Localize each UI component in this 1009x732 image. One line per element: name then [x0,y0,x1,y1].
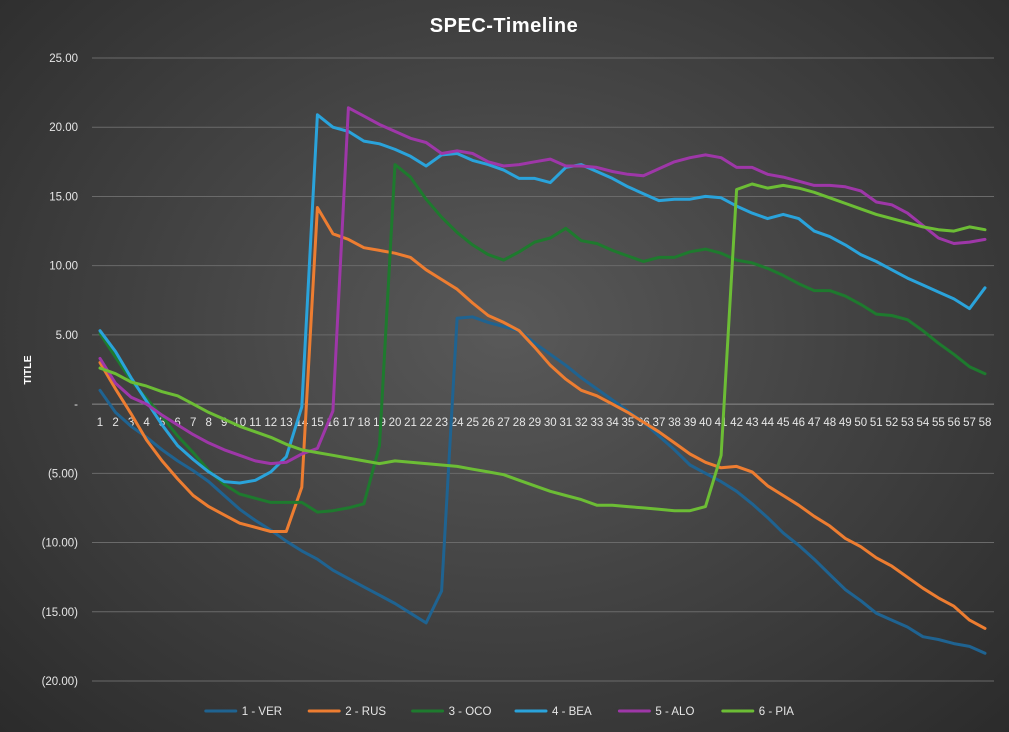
y-tick-label: 20.00 [49,122,78,134]
legend-label: 1 - VER [242,706,282,718]
x-tick-label: 56 [948,417,961,429]
series-line-6-pia [98,182,987,513]
x-tick-label: 37 [653,417,666,429]
x-tick-label: 32 [575,417,588,429]
x-tick-label: 48 [823,417,836,429]
x-tick-label: 39 [684,417,697,429]
x-tick-label: 2 [112,417,118,429]
x-tick-label: 1 [97,417,103,429]
x-tick-label: 12 [264,417,277,429]
legend-label: 4 - BEA [552,706,592,718]
series-line-1-ver [98,315,987,655]
legend-label: 3 - OCO [449,706,492,718]
x-tick-label: 40 [699,417,712,429]
y-tick-label: (20.00) [42,676,79,688]
legend-label: 5 - ALO [655,706,694,718]
x-tick-label: 27 [497,417,510,429]
y-tick-label: 10.00 [49,261,78,273]
x-tick-label: 45 [777,417,790,429]
legend: 1 - VER 2 - RUS 3 - OCO 4 - BEA 5 - ALO 6 - P… [204,706,794,718]
y-tick-label: (15.00) [42,607,79,619]
series-lines [98,106,987,655]
x-tick-label: 17 [342,417,355,429]
x-tick-label: 55 [932,417,945,429]
x-tick-label: 9 [221,417,227,429]
y-tick-label: (5.00) [48,468,78,480]
x-tick-label: 38 [668,417,681,429]
x-tick-label: 35 [621,417,634,429]
x-tick-label: 53 [901,417,914,429]
x-tick-label: 52 [885,417,898,429]
x-tick-label: 49 [839,417,852,429]
x-tick-label: 43 [746,417,759,429]
x-tick-label: 25 [466,417,479,429]
x-tick-label: 57 [963,417,976,429]
x-tick-label: 15 [311,417,324,429]
x-tick-label: 4 [143,417,150,429]
series-line-3-oco [98,163,987,514]
x-tick-label: 24 [451,417,464,429]
x-tick-label: 47 [808,417,821,429]
y-tick-label: (10.00) [42,538,79,550]
x-tick-label: 11 [249,417,261,429]
x-axis-tick-labels: 1 2 3 4 5 6 7 8 9 10 11 12 13 14 15 16 17 18 19 20 21 22 23 24 2… [97,417,992,429]
x-tick-label: 21 [404,417,417,429]
y-tick-label: - [74,399,78,411]
x-tick-label: 20 [389,417,402,429]
gridlines [92,57,994,682]
x-tick-label: 54 [916,417,929,429]
x-tick-label: 18 [358,417,371,429]
x-tick-label: 50 [854,417,867,429]
x-tick-label: 13 [280,417,293,429]
series-line-4-bea [98,113,987,485]
x-tick-label: 3 [128,417,134,429]
x-tick-label: 28 [513,417,526,429]
y-axis-tick-labels: 25.00 20.00 15.00 10.00 5.00 - (5.00) (10.00) (1… [42,53,79,688]
x-tick-label: 30 [544,417,557,429]
x-tick-label: 29 [528,417,541,429]
x-tick-label: 34 [606,417,619,429]
x-tick-label: 46 [792,417,805,429]
y-tick-label: 15.00 [49,191,78,203]
chart-title: SPEC-Timeline [430,15,578,37]
series-line-5-alo [98,106,987,466]
y-axis-label: TITLE [22,355,34,384]
x-tick-label: 44 [761,417,774,429]
x-tick-label: 6 [174,417,180,429]
x-tick-label: 33 [590,417,603,429]
x-tick-label: 22 [420,417,433,429]
series-line-2-rus [98,206,987,630]
x-tick-label: 7 [190,417,196,429]
y-tick-label: 5.00 [56,330,78,342]
y-tick-label: 25.00 [49,53,78,65]
legend-label: 6 - PIA [759,706,794,718]
x-tick-label: 26 [482,417,495,429]
x-tick-label: 42 [730,417,743,429]
x-tick-label: 31 [559,417,572,429]
x-tick-label: 41 [715,417,728,429]
legend-label: 2 - RUS [345,706,386,718]
x-tick-label: 58 [979,417,992,429]
x-tick-label: 8 [205,417,211,429]
x-tick-label: 23 [435,417,448,429]
x-tick-label: 51 [870,417,883,429]
